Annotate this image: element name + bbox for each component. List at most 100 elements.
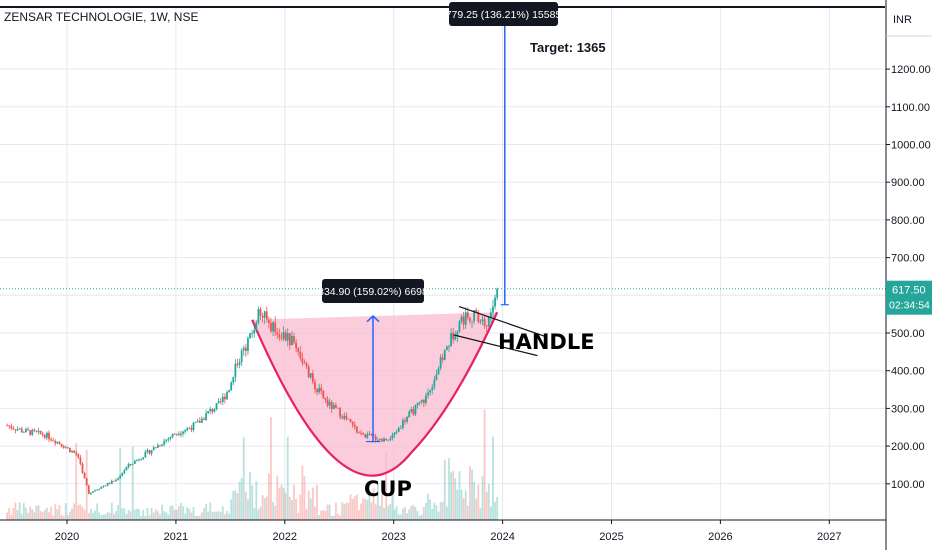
candle-body: [209, 409, 212, 412]
volume-bar: [54, 504, 57, 520]
y-tick-label: 400.00: [891, 366, 925, 378]
volume-bar: [37, 505, 40, 520]
candle-body: [351, 422, 354, 425]
candle-body: [25, 429, 27, 433]
volume-bar: [102, 514, 105, 520]
volume-bar: [366, 499, 369, 520]
candle-body: [320, 387, 323, 392]
volume-bar: [462, 498, 465, 520]
candle-body: [276, 332, 279, 335]
candle-body: [358, 432, 360, 434]
candle-body: [378, 439, 381, 441]
cup-depth-arrowhead: [366, 315, 380, 323]
candle-body: [274, 322, 277, 333]
volume-bar: [79, 504, 82, 520]
target-annotation: Target: 1365: [530, 40, 606, 55]
volume-bar: [272, 501, 274, 520]
volume-bar: [263, 498, 266, 520]
volume-bar: [205, 503, 207, 520]
volume-bar: [257, 509, 260, 520]
candle-body: [20, 428, 23, 433]
candle-body: [247, 338, 249, 352]
volume-bar: [460, 489, 463, 520]
volume-bar: [138, 509, 140, 520]
candle-body: [228, 390, 230, 393]
candle-body: [87, 485, 90, 494]
volume-bar: [293, 484, 295, 520]
volume-bar: [230, 499, 233, 520]
candle-body: [366, 434, 369, 438]
target-move-text: 779.25 (136.21%) 15585: [446, 9, 562, 21]
candle-body: [98, 488, 101, 490]
volume-bar: [238, 481, 241, 520]
volume-bar: [427, 493, 429, 520]
volume-bar: [209, 502, 212, 520]
candle-body: [293, 336, 295, 343]
candle-body: [448, 346, 450, 348]
volume-bar: [41, 512, 44, 520]
candle-body: [288, 333, 291, 346]
price-axis-panel[interactable]: [886, 0, 932, 550]
volume-bar: [431, 509, 434, 520]
volume-bar: [347, 502, 350, 520]
volume-bar: [161, 504, 163, 520]
volume-bar: [200, 512, 203, 520]
volume-bar: [452, 470, 455, 520]
candle-body: [253, 330, 256, 334]
candle-body: [194, 422, 197, 424]
volume-bar: [20, 513, 23, 520]
volume-bar: [226, 510, 228, 520]
candle-body: [35, 430, 38, 432]
candle-body: [177, 433, 180, 435]
candle-body: [242, 347, 245, 351]
volume-bar: [58, 504, 61, 520]
candle-body: [305, 363, 308, 367]
candle-body: [318, 387, 321, 393]
current-price-label: 617.50: [892, 285, 926, 297]
volume-bar: [152, 512, 155, 520]
y-tick-label: 500.00: [891, 328, 925, 340]
candle-body: [142, 457, 145, 460]
candle-body: [370, 433, 373, 436]
x-tick-label: 2024: [490, 531, 514, 543]
volume-bar: [406, 513, 409, 520]
candle-body: [349, 419, 352, 423]
candle-body: [12, 428, 15, 430]
volume-bar: [244, 491, 247, 520]
volume-bar: [169, 506, 172, 520]
target-move-badge: 779.25 (136.21%) 15585: [446, 2, 562, 26]
volume-bar: [251, 485, 254, 520]
currency-label[interactable]: INR: [893, 14, 912, 26]
candle-body: [96, 489, 99, 491]
volume-bar: [186, 507, 189, 520]
candle-body: [41, 433, 44, 436]
x-tick-label: 2026: [708, 531, 732, 543]
candle-body: [138, 459, 140, 461]
candle-body: [347, 418, 350, 420]
volume-bar: [326, 504, 329, 520]
candle-body: [161, 444, 163, 446]
candle-body: [156, 445, 159, 448]
volume-bar: [249, 471, 251, 520]
candle-body: [270, 323, 272, 332]
volume-bar: [448, 458, 450, 520]
volume-bar: [163, 510, 166, 520]
candle-body: [196, 420, 199, 423]
volume-bar: [198, 515, 201, 520]
candle-body: [267, 319, 270, 324]
volume-bar: [378, 505, 381, 520]
candle-body: [462, 316, 465, 325]
candle-body: [431, 387, 434, 391]
candle-body: [479, 320, 482, 322]
candle-body: [376, 440, 379, 441]
candle-body: [121, 472, 124, 476]
candle-body: [435, 374, 438, 380]
volume-bar: [117, 504, 119, 520]
volume-bar: [48, 512, 50, 520]
candle-body: [203, 418, 205, 420]
candle-body: [152, 447, 155, 451]
volume-bar: [180, 502, 182, 520]
